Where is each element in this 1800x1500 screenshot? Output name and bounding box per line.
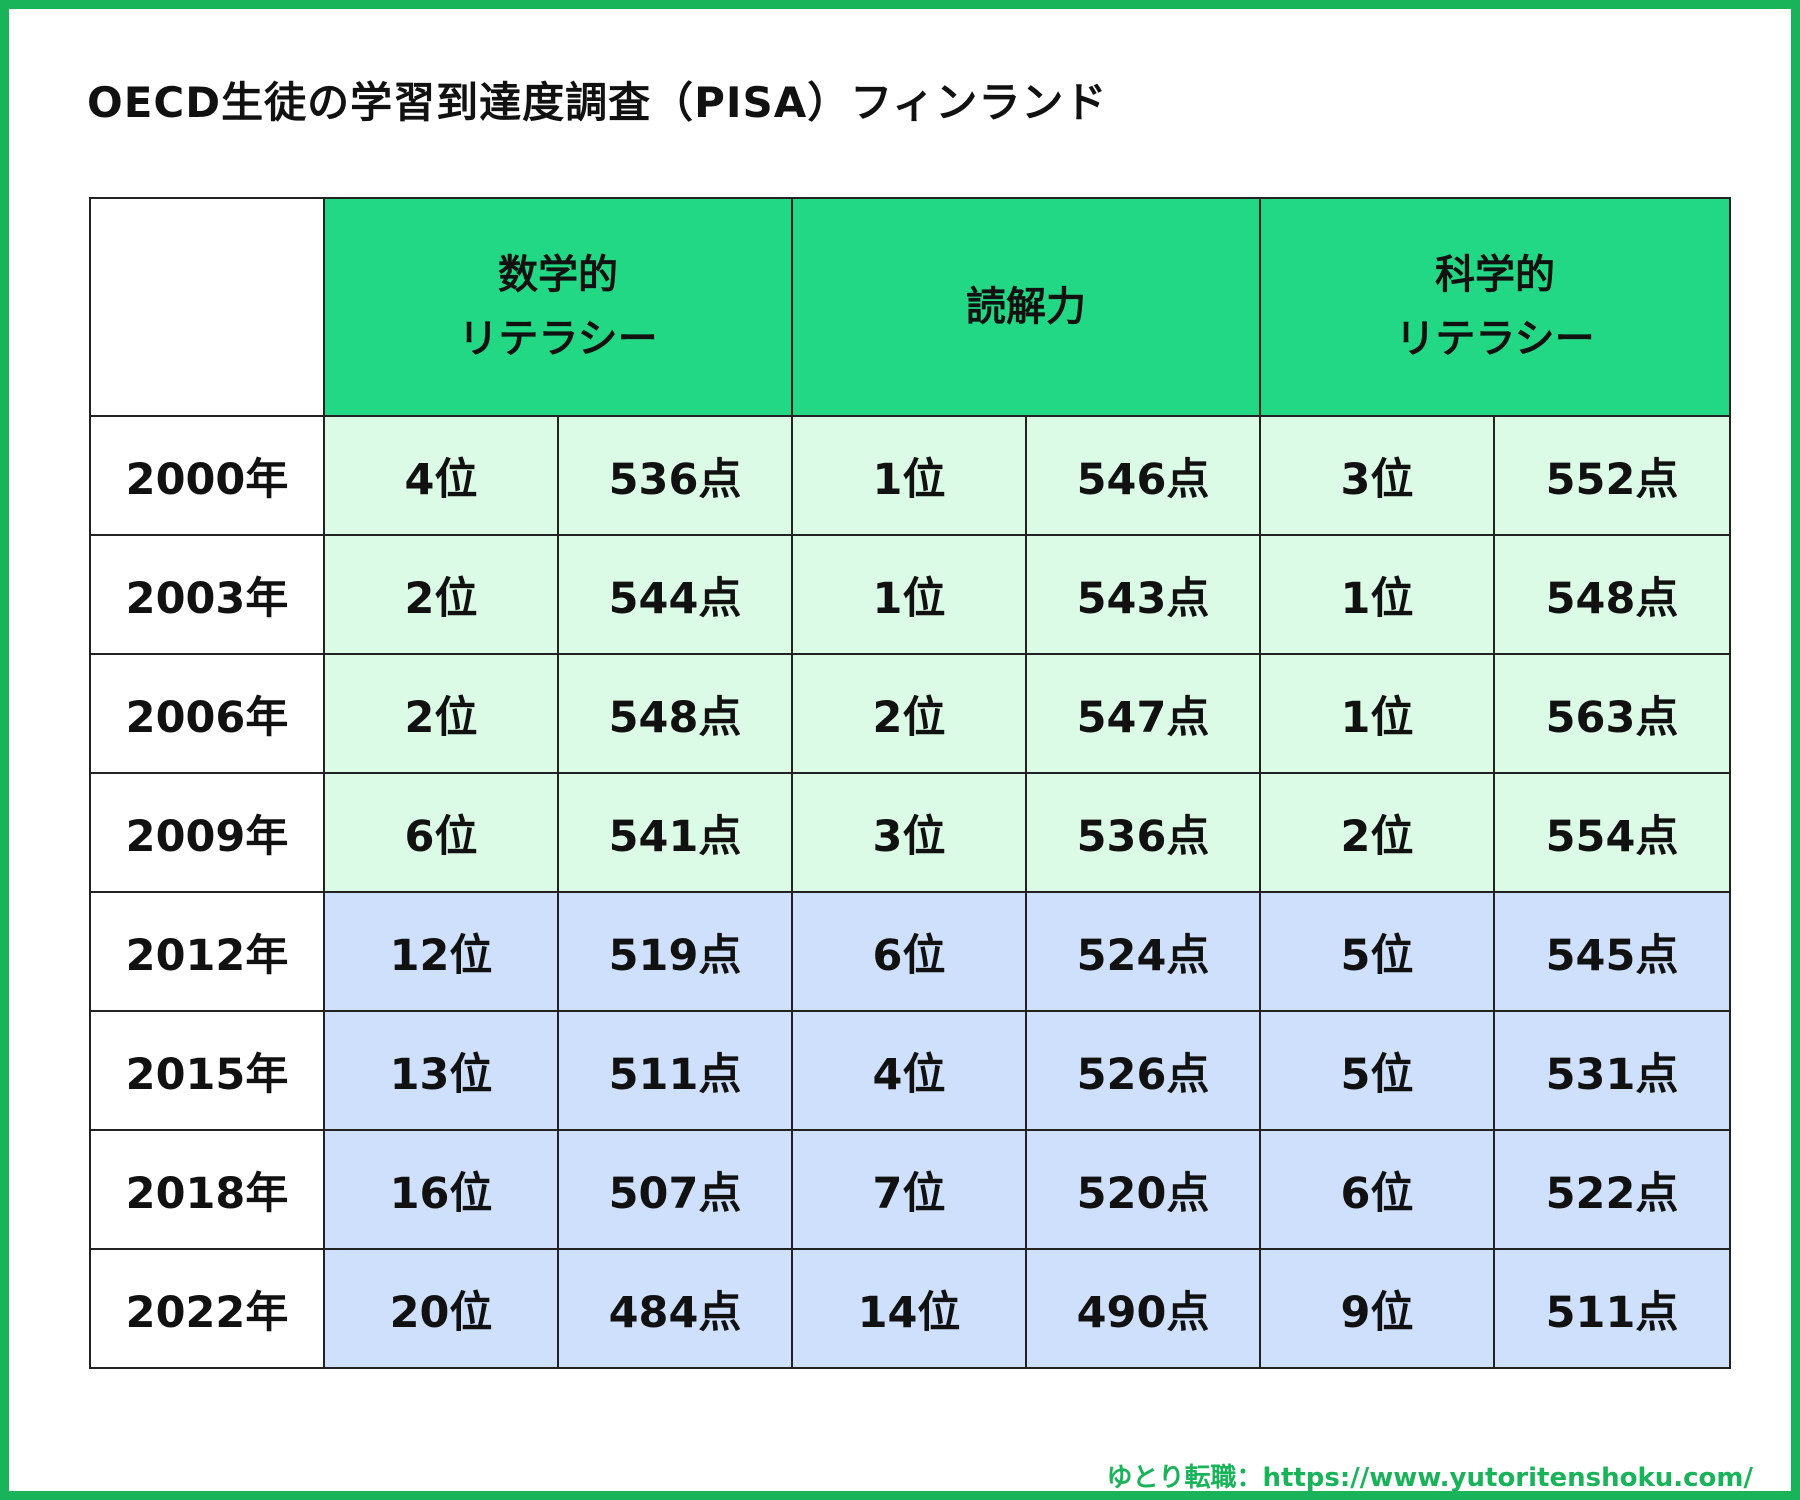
source-credit: ゆとり転職：https://www.yutoritenshoku.com/ xyxy=(1106,1463,1753,1493)
table-row: 2012年 12位 519点 6位 524点 5位 545点 xyxy=(89,891,1732,1012)
reading-score-cell: 543点 xyxy=(1025,534,1262,655)
math-rank-cell: 2位 xyxy=(323,653,559,774)
reading-rank-cell: 1位 xyxy=(791,534,1028,655)
header-math-line-2: リテラシー xyxy=(458,316,658,362)
science-score-cell: 511点 xyxy=(1493,1248,1732,1369)
year-cell: 2022年 xyxy=(89,1248,325,1369)
reading-rank-cell: 1位 xyxy=(791,415,1028,536)
year-cell: 2018年 xyxy=(89,1129,325,1250)
science-rank-cell: 1位 xyxy=(1259,653,1496,774)
reading-score-cell: 490点 xyxy=(1025,1248,1262,1369)
reading-score-cell: 547点 xyxy=(1025,653,1262,774)
math-rank-cell: 6位 xyxy=(323,772,559,893)
year-cell: 2006年 xyxy=(89,653,325,774)
reading-score-cell: 546点 xyxy=(1025,415,1262,536)
table-row: 2003年 2位 544点 1位 543点 1位 548点 xyxy=(89,534,1732,655)
table-row: 2000年 4位 536点 1位 546点 3位 552点 xyxy=(89,415,1732,536)
header-reading-line-1: 読解力 xyxy=(966,284,1087,330)
table-body: 2000年 4位 536点 1位 546点 3位 552点 2003年 2位 544点 1位 543点… xyxy=(89,415,1732,1369)
math-score-cell: 484点 xyxy=(556,1248,794,1369)
science-score-cell: 545点 xyxy=(1493,891,1732,1012)
pisa-table: 数学的 リテラシー 読解力 科学的 リテラシー 2000年 4位 536点 1位 546… xyxy=(89,197,1732,1369)
year-cell: 2009年 xyxy=(89,772,325,893)
science-score-cell: 552点 xyxy=(1493,415,1732,536)
table-row: 2018年 16位 507点 7位 520点 6位 522点 xyxy=(89,1129,1732,1250)
reading-rank-cell: 3位 xyxy=(791,772,1028,893)
header-row: 数学的 リテラシー 読解力 科学的 リテラシー xyxy=(89,197,1732,417)
reading-rank-cell: 7位 xyxy=(791,1129,1028,1250)
math-rank-cell: 12位 xyxy=(323,891,559,1012)
math-score-cell: 541点 xyxy=(556,772,794,893)
reading-rank-cell: 4位 xyxy=(791,1010,1028,1131)
header-math-literacy: 数学的 リテラシー xyxy=(322,197,794,417)
math-score-cell: 519点 xyxy=(556,891,794,1012)
science-rank-cell: 1位 xyxy=(1259,534,1496,655)
header-math-line-1: 数学的 xyxy=(498,252,618,298)
science-rank-cell: 9位 xyxy=(1259,1248,1496,1369)
year-cell: 2012年 xyxy=(89,891,325,1012)
reading-rank-cell: 14位 xyxy=(791,1248,1028,1369)
table-row: 2022年 20位 484点 14位 490点 9位 511点 xyxy=(89,1248,1732,1369)
math-rank-cell: 16位 xyxy=(323,1129,559,1250)
science-score-cell: 522点 xyxy=(1493,1129,1732,1250)
science-score-cell: 548点 xyxy=(1493,534,1732,655)
math-rank-cell: 2位 xyxy=(323,534,559,655)
science-score-cell: 554点 xyxy=(1493,772,1732,893)
math-score-cell: 507点 xyxy=(556,1129,794,1250)
table-row: 2009年 6位 541点 3位 536点 2位 554点 xyxy=(89,772,1732,893)
page-title: OECD生徒の学習到達度調査（PISA）フィンランド xyxy=(87,78,1108,127)
math-score-cell: 511点 xyxy=(556,1010,794,1131)
header-reading: 読解力 xyxy=(791,197,1262,417)
math-rank-cell: 13位 xyxy=(323,1010,559,1131)
table-row: 2006年 2位 548点 2位 547点 1位 563点 xyxy=(89,653,1732,774)
reading-score-cell: 524点 xyxy=(1025,891,1262,1012)
reading-rank-cell: 2位 xyxy=(791,653,1028,774)
year-cell: 2000年 xyxy=(89,415,325,536)
reading-score-cell: 520点 xyxy=(1025,1129,1262,1250)
header-corner-cell xyxy=(89,197,325,417)
math-rank-cell: 20位 xyxy=(323,1248,559,1369)
reading-score-cell: 536点 xyxy=(1025,772,1262,893)
table-row: 2015年 13位 511点 4位 526点 5位 531点 xyxy=(89,1010,1732,1131)
math-score-cell: 548点 xyxy=(556,653,794,774)
header-science-literacy: 科学的 リテラシー xyxy=(1259,197,1732,417)
science-rank-cell: 5位 xyxy=(1259,1010,1496,1131)
math-score-cell: 544点 xyxy=(556,534,794,655)
science-rank-cell: 6位 xyxy=(1259,1129,1496,1250)
reading-rank-cell: 6位 xyxy=(791,891,1028,1012)
year-cell: 2003年 xyxy=(89,534,325,655)
header-science-line-2: リテラシー xyxy=(1395,316,1595,362)
science-rank-cell: 5位 xyxy=(1259,891,1496,1012)
year-cell: 2015年 xyxy=(89,1010,325,1131)
science-rank-cell: 3位 xyxy=(1259,415,1496,536)
science-rank-cell: 2位 xyxy=(1259,772,1496,893)
science-score-cell: 531点 xyxy=(1493,1010,1732,1131)
reading-score-cell: 526点 xyxy=(1025,1010,1262,1131)
math-score-cell: 536点 xyxy=(556,415,794,536)
math-rank-cell: 4位 xyxy=(323,415,559,536)
header-science-line-1: 科学的 xyxy=(1435,252,1556,298)
science-score-cell: 563点 xyxy=(1493,653,1732,774)
